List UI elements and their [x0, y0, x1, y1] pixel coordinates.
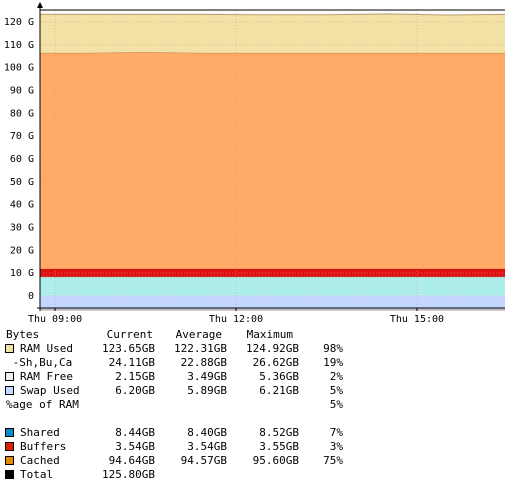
legend-table: Bytes Current Average Maximum RAM Used 123.65… — [5, 328, 344, 481]
legend-label: Cached — [20, 454, 60, 467]
legend-average: 3.49GB — [187, 370, 227, 383]
legend-percent: 5% — [330, 384, 344, 397]
legend-swatch — [5, 470, 14, 479]
area-edge — [40, 13, 505, 16]
legend-percent: 3% — [330, 440, 344, 453]
axis-arrow — [37, 2, 43, 8]
legend-swatch — [5, 344, 14, 353]
area-edge — [40, 51, 505, 54]
legend-average: 8.40GB — [187, 426, 227, 439]
y-tick-label: 100 G — [4, 63, 34, 74]
x-tick-label: Thu 12:00 — [209, 314, 263, 325]
legend-maximum: 3.55GB — [259, 440, 299, 453]
legend-swatch — [5, 428, 14, 437]
legend-current: 125.80GB — [102, 468, 155, 481]
legend-percent: 5% — [330, 398, 344, 411]
legend-label: RAM Free — [20, 370, 73, 383]
y-tick-label: 50 G — [10, 177, 34, 188]
legend-current: 123.65GB — [102, 342, 155, 355]
area — [40, 268, 505, 277]
y-tick-label: 0 — [28, 291, 34, 302]
area — [40, 295, 505, 311]
legend-maximum: 26.62GB — [253, 356, 300, 369]
y-tick-label: 30 G — [10, 222, 34, 233]
legend-header: Maximum — [247, 328, 294, 341]
legend-current: 24.11GB — [109, 356, 156, 369]
area — [40, 52, 505, 269]
legend-label: Buffers — [20, 440, 66, 453]
y-tick-label: 70 G — [10, 131, 34, 142]
legend-label: Total — [20, 468, 53, 481]
legend-current: 2.15GB — [115, 370, 155, 383]
legend-swatch — [5, 456, 14, 465]
legend-swatch — [5, 372, 14, 381]
legend-percent: 19% — [323, 356, 343, 369]
y-tick-label: 10 G — [10, 268, 34, 279]
x-tick-label: Thu 15:00 — [390, 314, 444, 325]
y-tick-label: 110 G — [4, 40, 34, 51]
legend-average: 122.31GB — [174, 342, 227, 355]
legend-current: 6.20GB — [115, 384, 155, 397]
area — [40, 276, 505, 296]
y-tick-label: 40 G — [10, 200, 34, 211]
legend-current: 94.64GB — [109, 454, 156, 467]
plot-area: 0 10 G 20 G 30 G 40 G 50 G 60 G 70 G 80 G 90 G 100… — [4, 2, 505, 325]
legend-average: 3.54GB — [187, 440, 227, 453]
legend-maximum: 124.92GB — [246, 342, 299, 355]
legend-average: 94.57GB — [181, 454, 228, 467]
y-tick-label: 90 G — [10, 86, 34, 97]
legend-header: Average — [176, 328, 222, 341]
legend-header: Bytes — [6, 328, 39, 341]
legend-current: 8.44GB — [115, 426, 155, 439]
legend-label: Shared — [20, 426, 60, 439]
legend-label: %age of RAM — [6, 398, 79, 411]
legend-swatch — [5, 386, 14, 395]
legend-label: RAM Used — [20, 342, 73, 355]
x-tick-label: Thu 09:00 — [28, 314, 82, 325]
y-tick-label: 20 G — [10, 245, 34, 256]
legend-label: -Sh,Bu,Ca — [6, 356, 72, 369]
area — [40, 13, 505, 53]
y-tick-label: 60 G — [10, 154, 34, 165]
legend-label: Swap Used — [20, 384, 80, 397]
y-tick-label: 120 G — [4, 17, 34, 28]
legend-maximum: 95.60GB — [253, 454, 300, 467]
legend-average: 5.89GB — [187, 384, 227, 397]
legend-percent: 98% — [323, 342, 343, 355]
legend-maximum: 5.36GB — [259, 370, 299, 383]
legend-percent: 2% — [330, 370, 344, 383]
legend-swatch — [5, 442, 14, 451]
legend-percent: 75% — [323, 454, 343, 467]
y-tick-label: 80 G — [10, 108, 34, 119]
legend-percent: 7% — [330, 426, 344, 439]
legend-average: 22.88GB — [181, 356, 228, 369]
legend-header: Current — [107, 328, 153, 341]
legend-maximum: 8.52GB — [259, 426, 299, 439]
legend-current: 3.54GB — [115, 440, 155, 453]
legend-maximum: 6.21GB — [259, 384, 299, 397]
